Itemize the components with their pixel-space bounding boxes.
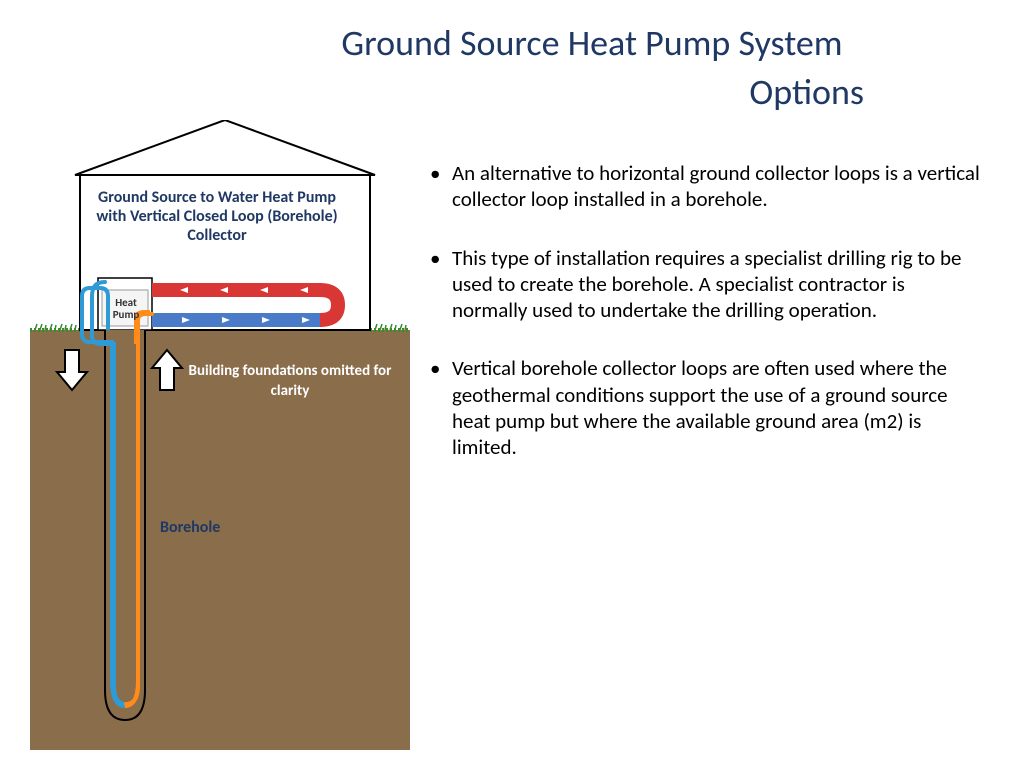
house-label: Ground Source to Water Heat Pump with Ve… <box>92 188 342 246</box>
slide-title-line1: Ground Source Heat Pump System <box>200 20 984 67</box>
bullet-list: An alternative to horizontal ground coll… <box>430 160 984 492</box>
borehole-label: Borehole <box>160 518 220 537</box>
foundations-label: Building foundations omitted for clarity <box>185 362 395 401</box>
heat-pump-diagram: Ground Source to Water Heat Pump with Ve… <box>20 120 420 760</box>
slide-title-line2: Options <box>200 70 984 114</box>
bullet-item: An alternative to horizontal ground coll… <box>430 160 984 213</box>
house-roof-icon <box>75 120 375 175</box>
bullet-item: Vertical borehole collector loops are of… <box>430 355 984 460</box>
bullet-item: This type of installation requires a spe… <box>430 245 984 324</box>
heatpump-label: Heat Pump <box>107 297 145 321</box>
